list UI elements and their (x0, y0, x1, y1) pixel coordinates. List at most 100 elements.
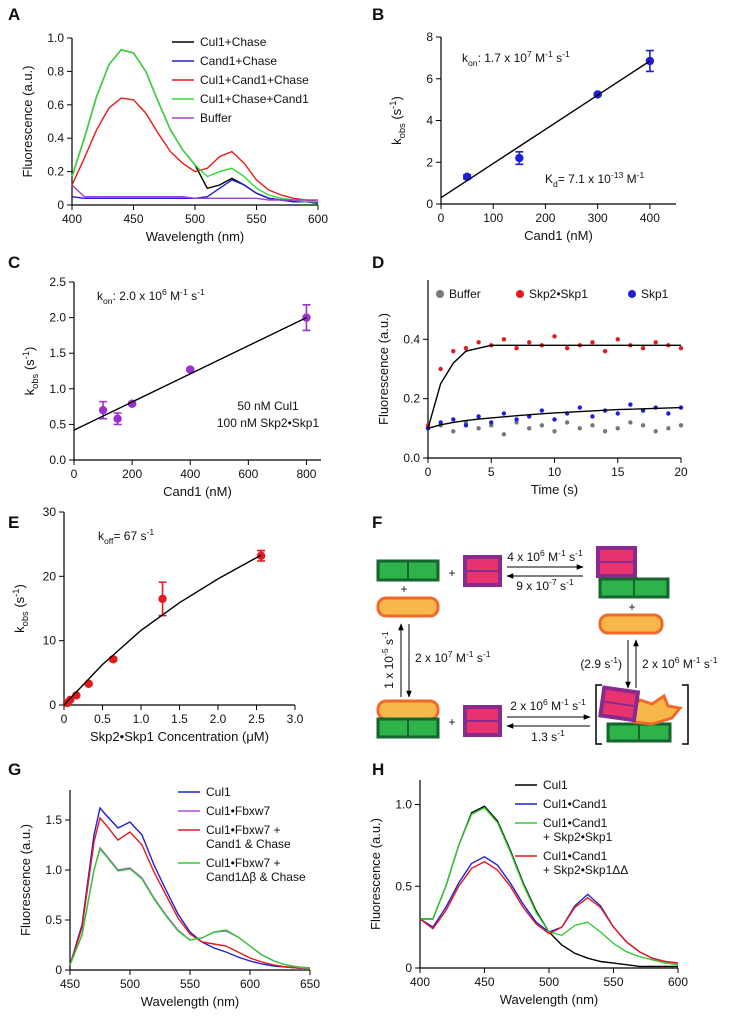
text-part: -1 (557, 728, 565, 738)
text-part: M (532, 51, 545, 65)
x-axis-label: Wavelength (nm) (141, 994, 240, 1009)
panel-letter: B (372, 5, 384, 24)
x-tick-label: 100 (483, 211, 503, 225)
text-part: (s (22, 359, 37, 374)
rate-constant: 1 x 10-5 s-1 (380, 631, 396, 689)
cul1-shape (598, 577, 670, 599)
rate-constant: 9 x 10-7 s-1 (516, 577, 574, 593)
text-part: on (468, 58, 478, 68)
data-point (590, 340, 595, 345)
text-part: k (12, 626, 27, 633)
data-point (628, 420, 633, 425)
data-line (71, 184, 318, 201)
panel-letter: F (372, 513, 382, 532)
text-part: M (453, 651, 466, 665)
data-point (514, 417, 519, 422)
text-part: k (97, 289, 104, 303)
x-tick-label: 600 (238, 467, 258, 481)
legend-label: Cul1•Cand1 (543, 797, 608, 811)
data-point (438, 366, 443, 372)
plus-sign: + (400, 582, 407, 596)
text-part: ) (618, 657, 622, 671)
legend-marker (516, 290, 524, 298)
text-part: M (623, 172, 636, 186)
data-point (640, 346, 646, 351)
data-point (564, 346, 570, 351)
x-tick-label: 600 (308, 212, 328, 226)
fit-line (440, 60, 651, 199)
x-tick-label: 550 (246, 212, 266, 226)
text-line: + Skp2•Skp1ΔΔ (543, 863, 628, 877)
legend-label: Cul1+Chase (200, 35, 267, 49)
data-line (71, 48, 318, 203)
text-line: Cul1•Cand1 (543, 816, 608, 830)
x-tick-label: 300 (588, 211, 608, 225)
text-line: Cul1•Cand1 (543, 849, 608, 863)
x-axis-label: Time (s) (531, 482, 578, 497)
annotation: 100 nM Skp2•Skp1 (217, 416, 320, 430)
rate-constant: 2 x 106 M-1 s-1 (642, 655, 718, 671)
x-tick-label: 550 (180, 977, 200, 991)
text-part: k (98, 529, 105, 543)
data-point (438, 420, 443, 425)
y-tick-label: 4 (426, 114, 433, 128)
text-part: : 2.0 x 10 (113, 289, 163, 303)
text-part: (s (12, 596, 27, 611)
data-point (539, 408, 545, 413)
text-part: s (566, 550, 575, 564)
x-axis-label: Skp2•Skp1 Concentration (μM) (90, 729, 269, 744)
text-part: 2 x 10 (642, 657, 675, 671)
text-part: s (188, 289, 197, 303)
text-part: ) (389, 96, 404, 100)
data-line (419, 860, 679, 964)
data-point (615, 337, 620, 342)
y-tick-label: 1.5 (49, 346, 66, 360)
skp-shape (463, 555, 502, 587)
text-part: ) (22, 347, 37, 351)
panel-letter: H (372, 760, 384, 779)
text-line: Cand1 & Chase (206, 837, 291, 851)
legend-label: Cul1•Fbxw7 + Cand1 & Chase (206, 823, 291, 851)
cul1-shape (606, 722, 672, 743)
text-part: 1.3 s (531, 730, 557, 744)
text-part: -1 (610, 655, 618, 665)
x-tick-label: 400 (180, 467, 200, 481)
text-part: k (389, 138, 404, 145)
x-tick-label: 0 (61, 712, 68, 726)
text-part: (s (389, 108, 404, 123)
y-tick-label: 0.6 (47, 98, 64, 112)
x-tick-label: 1.0 (133, 712, 150, 726)
text-part: 6 (543, 697, 548, 707)
text-part: 7 (527, 49, 532, 59)
axes (71, 38, 318, 206)
y-tick-label: 0.5 (395, 879, 412, 893)
data-point (514, 346, 519, 351)
data-point (666, 411, 671, 416)
text-part: -1 (388, 101, 398, 109)
text-part: -1 (11, 589, 21, 597)
cand1-shape (626, 693, 683, 726)
fit-line (427, 344, 681, 429)
cand1-shape (598, 613, 664, 635)
text-part: -1 (561, 697, 569, 707)
fit-line (63, 554, 262, 706)
data-point (666, 426, 671, 431)
annotation: koff= 67 s-1 (98, 527, 154, 546)
text-part: -1 (545, 49, 553, 59)
data-point (501, 432, 507, 437)
y-tick-label: 0.5 (49, 417, 66, 431)
data-point (653, 429, 658, 434)
y-tick-label: 0.4 (403, 332, 420, 346)
y-tick-label: 1.0 (395, 798, 412, 812)
text-part: 4 x 10 (507, 550, 540, 564)
x-axis-label: Wavelength (nm) (146, 229, 245, 244)
text-part: -1 (558, 548, 566, 558)
y-tick-label: 0 (426, 197, 433, 211)
text-part: -1 (693, 655, 701, 665)
data-point (678, 346, 684, 351)
legend-marker (628, 290, 636, 298)
text-part: M (167, 289, 180, 303)
text-part: -13 (611, 170, 624, 180)
bracket (595, 684, 602, 745)
plus-sign: + (448, 566, 455, 580)
